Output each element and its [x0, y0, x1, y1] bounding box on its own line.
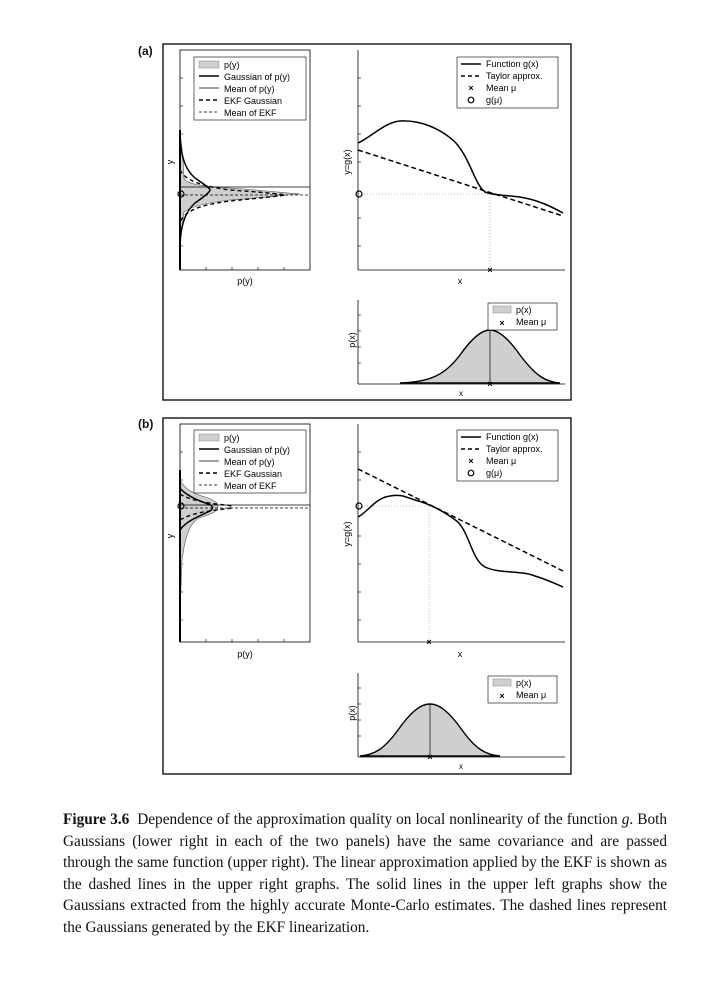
panel-b-left-legend: p(y) Gaussian of p(y) Mean of p(y) EKF G… [193, 429, 307, 494]
figure-number: Figure 3.6 [63, 811, 130, 828]
figure-caption: Figure 3.6 Dependence of the approximatio… [63, 809, 667, 938]
caption-g-symbol: g [621, 811, 630, 828]
panel-a-function-gx [357, 120, 564, 214]
panel-a-legend-px-mean: Mean μ [516, 317, 546, 327]
panel-a-legend-mean-mu: Mean μ [486, 83, 516, 93]
panel-b-py-area [179, 479, 219, 626]
panel-b-lr-xlabel: x [459, 762, 463, 771]
panel-b-legend-mean-mu: Mean μ [486, 456, 516, 466]
panel-b-legend-mean-ekf: Mean of EKF [224, 481, 277, 491]
panel-b-ur-legend: × Function g(x) Taylor approx. Mean μ g(… [456, 429, 559, 482]
panel-a-legend-px: p(x) [516, 305, 532, 315]
panel-b-legend-ekf-gaussian: EKF Gaussian [224, 469, 282, 479]
panel-a-legend-mean-ekf: Mean of EKF [224, 108, 277, 118]
panel-b-left-ylabel: y [165, 533, 175, 538]
svg-text:×: × [468, 456, 473, 466]
panel-b-lr-ylabel: p(x) [347, 705, 357, 721]
panel-a-legend-py: p(y) [224, 60, 240, 70]
panel-a-left-legend: p(y) Gaussian of p(y) Mean of p(y) EKF G… [193, 56, 307, 121]
panel-b-taylor-approx [357, 468, 564, 572]
panel-b-legend-function: Function g(x) [486, 432, 539, 442]
panel-b-label: (b) [138, 417, 154, 431]
panel-b-ur-xlabel: x [458, 649, 463, 659]
panel-b-function-gx [357, 494, 564, 588]
panel-b-legend-px: p(x) [516, 678, 532, 688]
panel-a-lower-right-plot: × x p(x) × p(x) Mean μ [347, 300, 565, 398]
panel-b-left-xlabel: p(y) [237, 649, 253, 659]
svg-text:×: × [499, 691, 504, 701]
panel-b-mean-mu-marker: × [426, 637, 431, 647]
panel-a-legend-gmu: g(μ) [486, 95, 502, 105]
panel-a-left-xlabel: p(y) [237, 276, 253, 286]
panel-a-upper-right-plot: × x y=g(x) × Function g(x) Taylor approx… [342, 50, 565, 286]
panel-b-gmu-marker-left [177, 502, 185, 510]
panel-b-lr-legend: × p(x) Mean μ [487, 675, 558, 704]
panel-a-legend-taylor: Taylor approx. [486, 71, 543, 81]
panel-a-px-mean-marker: × [487, 379, 492, 389]
panel-a-left-ylabel: y [165, 159, 175, 164]
panel-a-legend-gaussian: Gaussian of p(y) [224, 72, 290, 82]
panel-b-upper-right-plot: × x y=g(x) × Function g(x) Taylor approx… [342, 424, 565, 659]
panel-b-gaussian-py [179, 487, 214, 531]
panel-a-legend-function: Function g(x) [486, 59, 539, 69]
panel-a-frame [162, 43, 572, 401]
panel-a-ur-xlabel: x [458, 276, 463, 286]
panel-b-gmu-marker [355, 502, 363, 510]
panel-a-gmu-marker [355, 190, 363, 198]
panel-a-gaussian-py [179, 139, 211, 241]
panel-b-frame [162, 417, 572, 775]
panel-b-legend-gaussian: Gaussian of p(y) [224, 445, 290, 455]
panel-b-legend-px-mean: Mean μ [516, 690, 546, 700]
panel-a-label: (a) [138, 44, 153, 58]
panel-b-legend-taylor: Taylor approx. [486, 444, 543, 454]
panel-a-taylor-approx [357, 149, 564, 217]
panel-b-legend-mean-py: Mean of p(y) [224, 457, 275, 467]
caption-text-part1: Dependence of the approximation quality … [137, 811, 622, 828]
panel-b-legend-gmu: g(μ) [486, 468, 502, 478]
panel-a-ur-legend: × Function g(x) Taylor approx. Mean μ g(… [456, 56, 559, 109]
caption-text-part2: . Both Gaussians (lower right in each of… [63, 811, 667, 936]
panel-a-ur-ylabel: y=g(x) [342, 149, 352, 174]
panel-b-lower-right-plot: × x p(x) × p(x) Mean μ [347, 673, 565, 771]
svg-text:×: × [468, 83, 473, 93]
panel-b-left-plot: p(y) y p(y) Gaussian of p(y) Mean of p(y… [165, 423, 311, 659]
panel-b-ur-ylabel: y=g(x) [342, 521, 352, 546]
panel-a-lr-legend: × p(x) Mean μ [487, 302, 558, 331]
panel-b-px-mean-marker: × [427, 752, 432, 762]
panel-b-legend-py: p(y) [224, 433, 240, 443]
panel-a-left-plot: p(y) y p(y) Gaussian of p(y) Mean of p(y… [165, 49, 311, 286]
panel-a-gmu-marker-left [177, 190, 185, 198]
panel-a-py-area [179, 134, 301, 251]
panel-a-lr-xlabel: x [459, 389, 463, 398]
panel-a-lr-ylabel: p(x) [347, 332, 357, 348]
panel-a-legend-mean-py: Mean of p(y) [224, 84, 275, 94]
panel-a-legend-ekf-gaussian: EKF Gaussian [224, 96, 282, 106]
panel-a-mean-mu-marker: × [487, 265, 492, 275]
svg-text:×: × [499, 318, 504, 328]
